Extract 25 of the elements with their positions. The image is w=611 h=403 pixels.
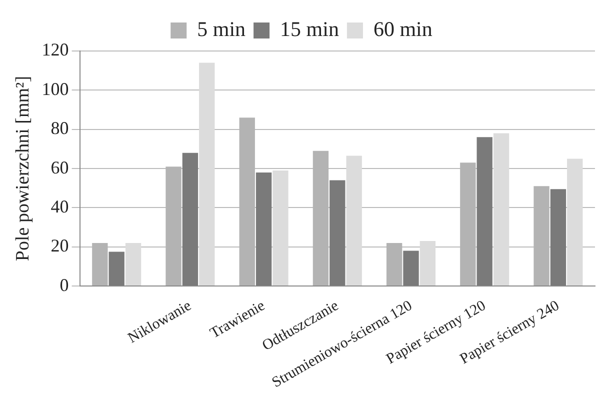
bar	[403, 250, 419, 286]
bar	[182, 152, 198, 286]
bar	[272, 170, 288, 286]
y-tick-label: 100	[42, 78, 69, 99]
bar	[199, 62, 215, 286]
legend-label: 60 min	[373, 17, 433, 42]
bar	[420, 241, 436, 286]
bar	[346, 156, 362, 286]
bar	[330, 180, 346, 286]
bar	[567, 158, 583, 286]
y-tick-label: 60	[50, 157, 69, 178]
bar	[493, 133, 510, 286]
bar	[256, 172, 272, 286]
bar	[550, 189, 566, 286]
bar	[108, 252, 124, 286]
y-tick-label: 120	[42, 40, 69, 60]
legend-label: 5 min	[197, 17, 246, 42]
y-tick-label: 20	[50, 236, 69, 256]
y-tick-label: 80	[50, 118, 69, 138]
y-tick-label: 0	[60, 274, 69, 295]
y-tick-label: 40	[50, 196, 69, 216]
legend-label: 15 min	[280, 17, 340, 42]
y-axis-title: Pole powierzchni [mm²]	[12, 76, 34, 262]
bar	[476, 137, 492, 286]
bar	[125, 242, 142, 286]
